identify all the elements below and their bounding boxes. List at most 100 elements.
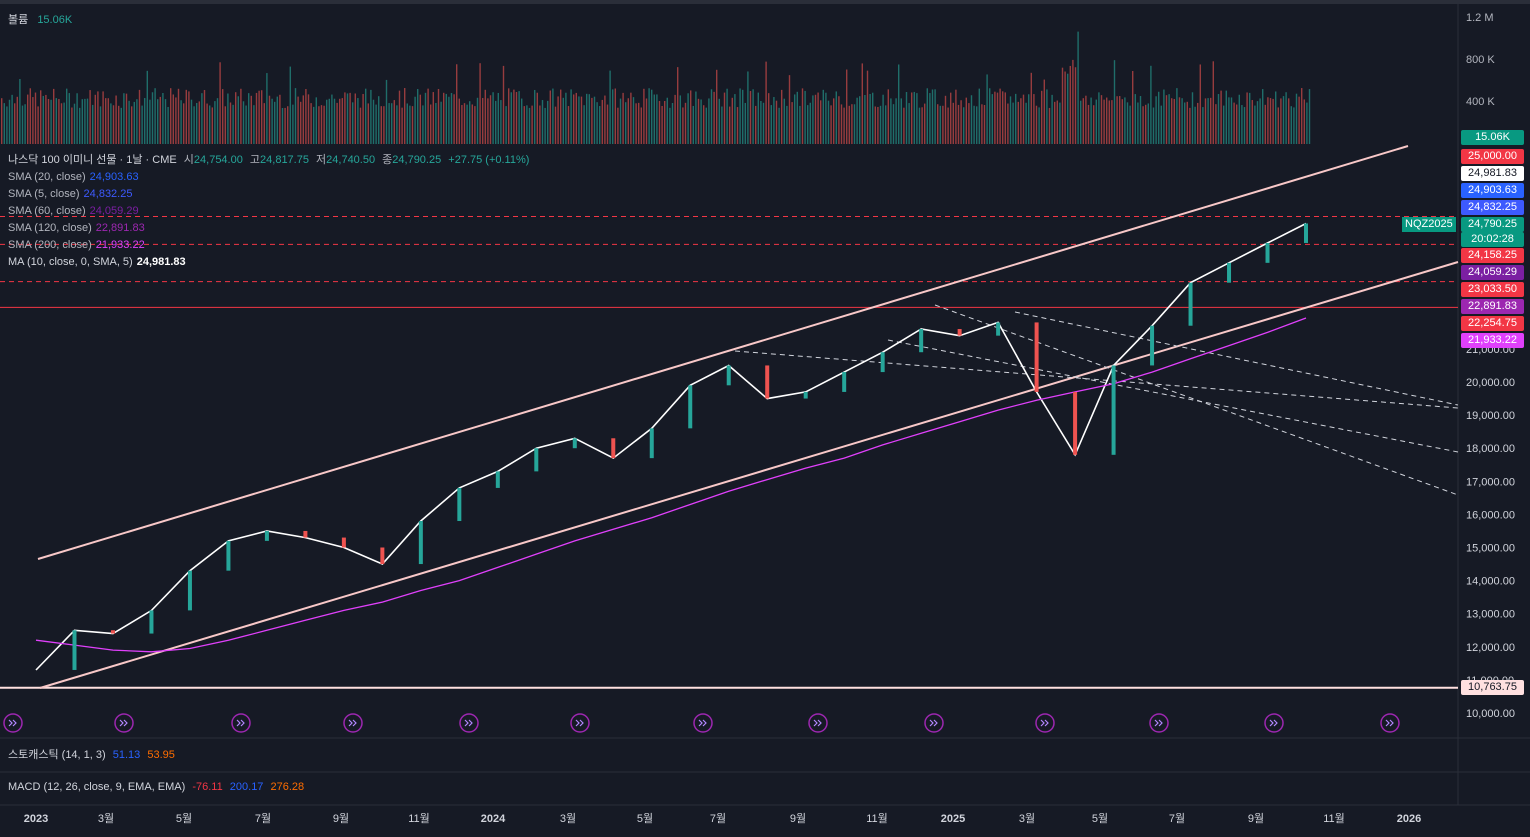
volume-bar (1264, 104, 1266, 144)
volume-bar (1176, 88, 1178, 144)
instrument-title: 나스닥 100 이미니 선물 · 1날 · CME (8, 154, 177, 166)
macd-legend[interactable]: MACD (12, 26, close, 9, EMA, EMA) -76.11… (8, 781, 304, 793)
volume-bar (528, 107, 531, 144)
volume-bar (794, 94, 796, 144)
volume-bar (1228, 97, 1230, 144)
volume-bar (94, 94, 96, 144)
volume-bar (1002, 91, 1004, 144)
price-candle (611, 438, 616, 459)
volume-bar (981, 104, 983, 144)
volume-bar (846, 69, 848, 144)
time-axis-label: 11월 (866, 812, 888, 825)
volume-bar (892, 104, 895, 144)
volume-bar (622, 92, 624, 144)
volume-bar (994, 91, 996, 144)
volume-bar (1197, 102, 1199, 144)
volume-bar (937, 104, 939, 144)
volume-bar (905, 92, 908, 144)
volume-badge: 15.06K (1461, 130, 1524, 145)
volume-bar (229, 102, 232, 144)
volume-bar (809, 102, 811, 144)
volume-bar (1202, 107, 1204, 144)
volume-bar (157, 99, 159, 144)
volume-bar (1246, 92, 1248, 144)
volume-bar (599, 106, 601, 144)
volume-bar (417, 89, 419, 144)
volume-bar (346, 93, 349, 144)
volume-bar (580, 96, 583, 144)
volume-bar (786, 105, 788, 144)
volume-bar (978, 88, 980, 144)
event-arrow-icon (1269, 719, 1278, 727)
indicator-row[interactable]: SMA (60, close) 24,059.29 (8, 203, 186, 220)
volume-bar (570, 89, 572, 144)
stochastic-legend[interactable]: 스토캐스틱 (14, 1, 3) 51.13 53.95 (8, 746, 175, 762)
volume-bar (695, 91, 697, 144)
volume-bar (349, 92, 351, 144)
volume-bar (281, 107, 284, 144)
volume-bar (136, 99, 138, 144)
volume-bar (736, 107, 739, 144)
volume-bar (645, 98, 648, 144)
volume-bar (877, 106, 879, 144)
volume-bar (133, 101, 135, 144)
volume-bar (887, 89, 889, 144)
price-candle (303, 530, 308, 538)
indicator-row[interactable]: SMA (120, close) 22,891.83 (8, 220, 186, 237)
time-axis-label: 2024 (481, 813, 506, 825)
volume-bar (1064, 71, 1066, 144)
volume-bar (216, 98, 219, 144)
volume-bar (1072, 59, 1074, 144)
volume-bar (1041, 90, 1043, 144)
event-arrow-icon (1040, 719, 1049, 727)
event-marker-icon (924, 713, 944, 733)
volume-bar (279, 94, 281, 144)
indicator-row[interactable]: MA (10, close, 0, SMA, 5) 24,981.83 (8, 254, 186, 271)
volume-bar (86, 98, 89, 144)
volume-bar (1074, 67, 1077, 144)
volume-bar (903, 107, 905, 144)
volume-bar (292, 104, 294, 144)
volume-bar (419, 94, 421, 144)
time-axis-label: 9월 (333, 812, 349, 825)
volume-bar (713, 91, 715, 144)
indicator-row[interactable]: SMA (5, close) 24,832.25 (8, 186, 186, 203)
price-candle (957, 329, 962, 336)
volume-bar (391, 103, 393, 144)
volume-bar (851, 104, 853, 144)
volume-bar (505, 106, 507, 144)
time-axis-label: 2025 (941, 813, 965, 825)
volume-bar (638, 102, 640, 144)
time-axis-label: 9월 (790, 812, 806, 825)
volume-bar (146, 70, 148, 144)
volume-bar (1163, 89, 1165, 144)
volume-bar (1085, 95, 1087, 144)
price-badge: 24,832.25 (1461, 200, 1524, 215)
volume-bar (921, 107, 923, 144)
indicator-value: 24,903.63 (89, 171, 139, 183)
volume-bar (716, 69, 718, 144)
volume-bar (552, 88, 554, 144)
volume-bar (450, 92, 453, 144)
indicator-row[interactable]: SMA (20, close) 24,903.63 (8, 169, 186, 186)
volume-bar (123, 93, 125, 144)
volume-bar (1241, 105, 1243, 144)
price-candle (380, 547, 385, 565)
volume-bar (604, 95, 606, 144)
time-axis-label: 9월 (1248, 812, 1264, 825)
volume-bar (185, 89, 187, 144)
volume-bar (812, 95, 814, 144)
time-axis-label: 11월 (408, 812, 430, 825)
event-marker-icon (1380, 713, 1400, 733)
indicator-row[interactable]: SMA (200, close) 21,933.22 (8, 237, 186, 254)
volume-value: 15.06K (37, 14, 73, 26)
volume-bar (606, 104, 609, 144)
volume-bar (209, 105, 211, 144)
volume-bar (677, 67, 679, 144)
volume-bar (1106, 97, 1108, 144)
volume-bar (404, 88, 406, 144)
indicator-value: 24,059.29 (89, 205, 139, 217)
volume-bar (305, 89, 307, 144)
volume-bar (469, 101, 471, 144)
